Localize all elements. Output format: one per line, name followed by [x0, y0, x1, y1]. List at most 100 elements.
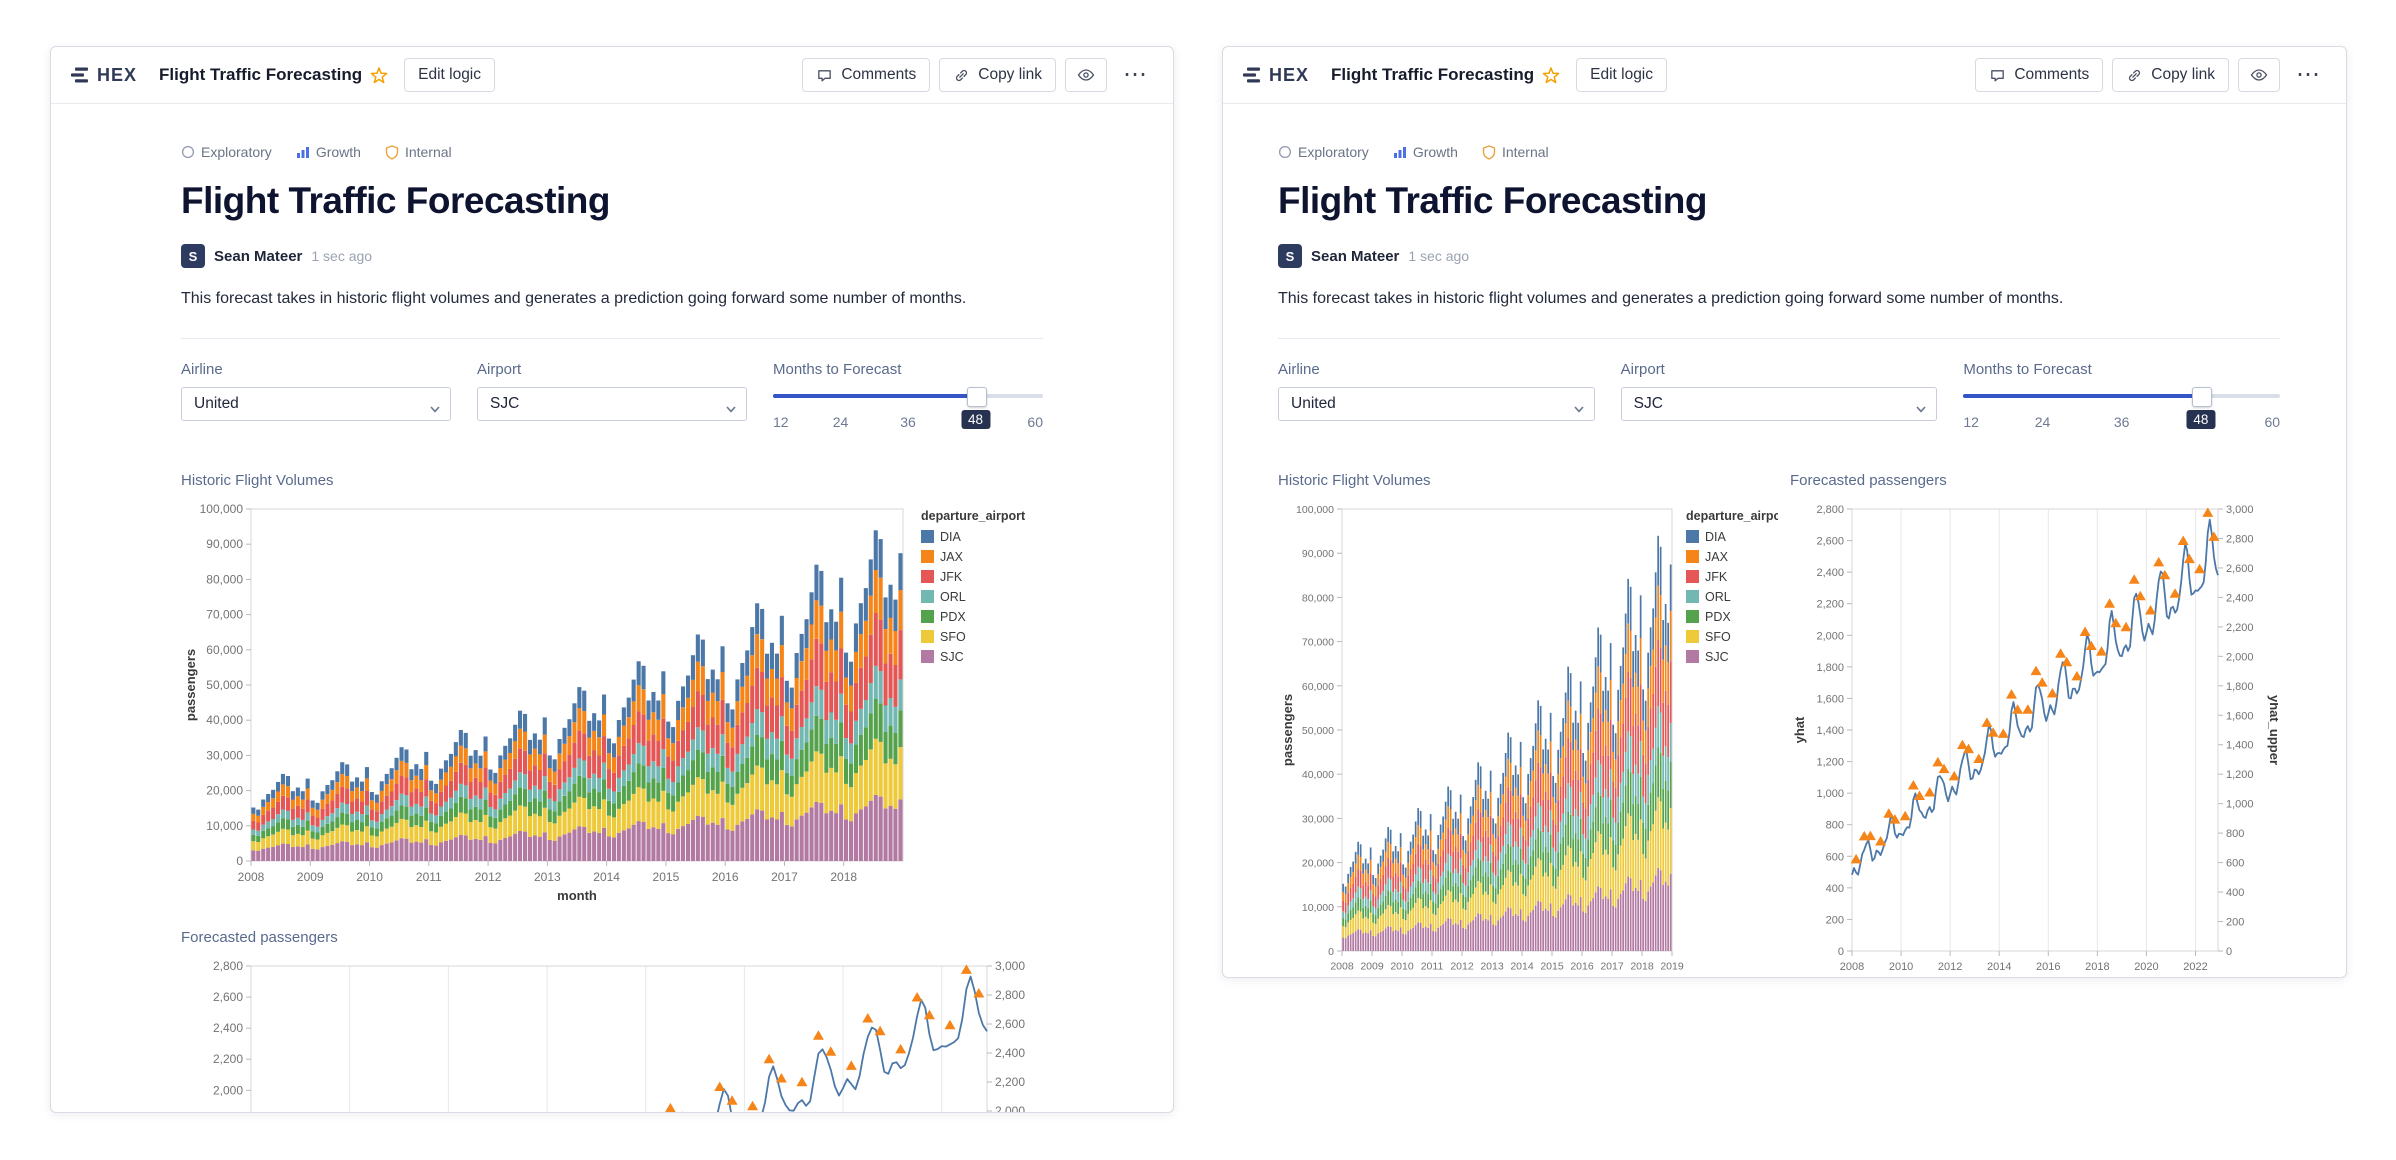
svg-text:1,400: 1,400 [1816, 725, 1844, 737]
svg-text:2,800: 2,800 [1816, 504, 1844, 516]
svg-text:passengers: passengers [183, 649, 198, 721]
app-header: HEX Flight Traffic Forecasting Edit logi… [51, 47, 1173, 104]
forecast-chart-block: Forecasted passengers 0 200 400 600 800 1,000… [1790, 472, 2278, 977]
airline-field: Airline United [1278, 361, 1595, 436]
tag-exploratory[interactable]: Exploratory [181, 144, 272, 160]
page-title: Flight Traffic Forecasting [181, 180, 611, 221]
svg-text:50,000: 50,000 [1302, 725, 1334, 737]
last-edited-timestamp: 1 sec ago [1408, 248, 1470, 264]
airline-field: Airline United [181, 361, 451, 436]
historic-flight-volumes-chart[interactable]: 0 10,000 20,000 30,000 40,000 50,000 60,000 70,… [1278, 497, 1778, 977]
input-controls-row: Airline United Airport SJC [181, 361, 1043, 436]
tag-internal[interactable]: Internal [385, 144, 452, 160]
svg-text:2008: 2008 [238, 870, 265, 884]
svg-text:1,000: 1,000 [2226, 799, 2254, 811]
svg-text:SJC: SJC [940, 650, 964, 664]
hex-logo-icon [1243, 67, 1260, 82]
svg-text:2,400: 2,400 [2226, 592, 2254, 604]
header-right: Comments Copy link [1966, 58, 2326, 92]
hex-logo-icon [71, 67, 88, 82]
tag-growth[interactable]: Growth [1393, 144, 1458, 160]
svg-text:2017: 2017 [1600, 961, 1624, 973]
svg-text:70,000: 70,000 [1302, 637, 1334, 649]
airport-select[interactable]: SJC [477, 387, 747, 421]
hex-logo[interactable]: HEX [71, 65, 137, 86]
comments-button[interactable]: Comments [802, 58, 931, 92]
slider-handle[interactable] [966, 387, 987, 407]
svg-text:PDX: PDX [1705, 610, 1731, 624]
hex-logo[interactable]: HEX [1243, 65, 1309, 86]
tag-row: Exploratory Growth Internal [1278, 144, 2280, 160]
last-edited-timestamp: 1 sec ago [311, 248, 373, 264]
svg-text:SJC: SJC [1705, 650, 1729, 664]
favorite-star-button[interactable] [370, 66, 388, 84]
historic-flight-volumes-chart[interactable]: 0 10,000 20,000 30,000 40,000 50,000 60,000 70,… [181, 497, 1043, 917]
copy-link-button[interactable]: Copy link [2112, 58, 2229, 92]
svg-text:2016: 2016 [712, 870, 739, 884]
months-to-forecast-slider[interactable] [773, 387, 1043, 407]
airport-label: Airport [1620, 361, 1665, 378]
author-name[interactable]: Sean Mateer [1311, 247, 1400, 265]
slider-handle[interactable] [2191, 387, 2212, 407]
airport-selected-value: SJC [1633, 395, 1663, 412]
svg-text:100,000: 100,000 [1296, 504, 1334, 516]
svg-text:2014: 2014 [593, 870, 620, 884]
view-options-button[interactable] [1065, 58, 1107, 92]
slider-tick-12: 12 [773, 414, 789, 430]
comment-icon [1991, 69, 2005, 81]
slider-track[interactable] [773, 394, 1043, 398]
airline-select[interactable]: United [1278, 387, 1595, 421]
edit-logic-button[interactable]: Edit logic [404, 58, 496, 92]
svg-text:70,000: 70,000 [206, 608, 243, 622]
view-options-button[interactable] [2238, 58, 2280, 92]
airline-select[interactable]: United [181, 387, 451, 421]
months-to-forecast-label: Months to Forecast [773, 361, 902, 378]
historic-chart-block: Historic Flight Volumes 0 10,000 20,000 30,… [181, 472, 1043, 917]
slider-tick-12: 12 [1963, 414, 1979, 430]
svg-text:2,600: 2,600 [1816, 536, 1844, 548]
slider-fill [773, 394, 976, 398]
svg-text:JAX: JAX [1705, 550, 1729, 564]
svg-text:40,000: 40,000 [206, 713, 243, 727]
more-menu-button[interactable]: ⋯ [2290, 63, 2326, 87]
svg-text:600: 600 [2226, 858, 2244, 870]
header-left: HEX Flight Traffic Forecasting Edit logi… [1243, 58, 1668, 92]
favorite-star-button[interactable] [1542, 66, 1560, 84]
edit-logic-button[interactable]: Edit logic [1576, 58, 1668, 92]
slider-tick-36: 36 [900, 414, 916, 430]
svg-text:2017: 2017 [771, 870, 798, 884]
slider-tick-24: 24 [2034, 414, 2051, 430]
document-title: Flight Traffic Forecasting [159, 65, 363, 84]
svg-text:2018: 2018 [2085, 961, 2109, 973]
svg-text:departure_airport: departure_airport [1686, 509, 1778, 523]
eye-icon [2250, 69, 2268, 81]
avatar[interactable]: S [181, 244, 205, 268]
more-menu-button[interactable]: ⋯ [1117, 63, 1153, 87]
slider-fill [1963, 394, 2201, 398]
avatar[interactable]: S [1278, 244, 1302, 268]
author-name[interactable]: Sean Mateer [214, 247, 303, 265]
svg-text:80,000: 80,000 [206, 572, 243, 586]
svg-text:2,800: 2,800 [2226, 533, 2254, 545]
svg-text:50,000: 50,000 [206, 678, 243, 692]
tag-internal[interactable]: Internal [1482, 144, 1549, 160]
chart-svg: 02004006008001,0001,2001,4001,6001,8002,… [213, 959, 1025, 1112]
shield-icon [1482, 144, 1496, 160]
slider-track[interactable] [1963, 394, 2281, 398]
shield-icon [385, 144, 399, 160]
svg-text:0: 0 [236, 854, 243, 868]
copy-link-button[interactable]: Copy link [939, 58, 1056, 92]
comments-label: Comments [841, 66, 917, 83]
forecasted-passengers-chart[interactable]: 02004006008001,0001,2001,4001,6001,8002,… [181, 954, 1043, 1112]
svg-text:30,000: 30,000 [206, 748, 243, 762]
tag-exploratory[interactable]: Exploratory [1278, 144, 1369, 160]
airport-select[interactable]: SJC [1620, 387, 1938, 421]
svg-text:200: 200 [1826, 914, 1844, 926]
airline-label: Airline [1278, 361, 1320, 378]
tag-growth[interactable]: Growth [296, 144, 361, 160]
svg-text:2,600: 2,600 [2226, 563, 2254, 575]
months-to-forecast-slider[interactable] [1963, 387, 2281, 407]
comments-button[interactable]: Comments [1975, 58, 2104, 92]
